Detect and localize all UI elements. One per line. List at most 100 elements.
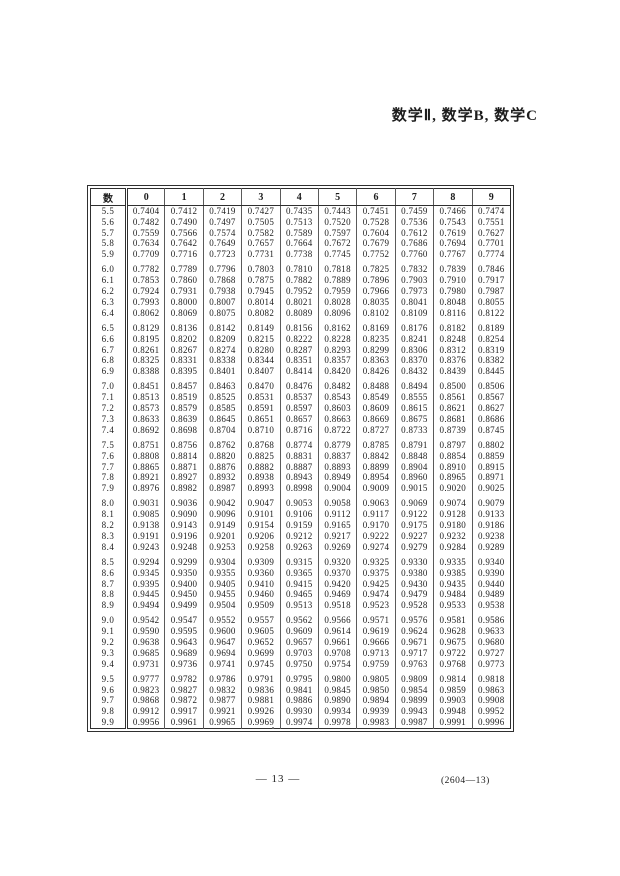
log-value-cell: 0.9750 [279, 658, 319, 670]
log-value-cell: 0.8048 [433, 296, 473, 308]
log-value-cell: 0.7910 [433, 275, 473, 287]
row-label: 7.8 [90, 472, 128, 484]
table-row: 9.5 0.9777 0.9782 0.9786 0.9791 0.9795 0.9800 0… [90, 669, 511, 685]
log-value-cell: 0.8445 [471, 366, 511, 377]
log-value-cell: 0.9547 [164, 610, 204, 627]
log-value-cell: 0.8319 [471, 344, 511, 356]
table-row: 7.5 0.8751 0.8756 0.8762 0.8768 0.8774 0.8779 0… [90, 435, 511, 451]
log-value-cell: 0.9727 [471, 647, 511, 659]
log-value-cell: 0.7513 [279, 216, 319, 228]
log-value-cell: 0.8837 [317, 450, 357, 462]
log-value-cell: 0.8669 [356, 413, 396, 425]
row-label: 8.4 [90, 541, 128, 553]
log-value-cell: 0.9289 [471, 541, 511, 553]
log-value-cell: 0.9212 [279, 530, 319, 542]
log-value-cell: 0.9930 [279, 706, 319, 718]
log-value-cell: 0.7846 [471, 259, 511, 276]
column-header: 7 [394, 188, 434, 206]
log-value-cell: 0.9823 [125, 684, 165, 696]
log-value-cell: 0.9325 [356, 552, 396, 568]
log-value-cell: 0.9274 [356, 541, 396, 553]
log-value-cell: 0.8370 [394, 355, 434, 367]
log-value-cell: 0.8893 [317, 461, 357, 473]
log-value-cell: 0.9180 [433, 520, 473, 531]
log-value-cell: 0.9845 [317, 684, 357, 696]
log-value-cell: 0.9079 [471, 493, 511, 510]
log-value-cell: 0.8987 [202, 483, 242, 494]
log-value-cell: 0.9375 [356, 567, 396, 579]
log-value-cell: 0.9978 [317, 717, 357, 729]
log-value-cell: 0.7782 [125, 259, 165, 276]
log-value-cell: 0.7686 [394, 238, 434, 250]
log-value-cell: 0.8651 [241, 413, 281, 425]
log-value-cell: 0.7810 [279, 259, 319, 276]
log-value-cell: 0.8865 [125, 461, 165, 473]
log-value-cell: 0.9699 [241, 647, 281, 659]
table-row: 8.4 0.9243 0.9248 0.9253 0.9258 0.9263 0.9269 0… [90, 541, 511, 553]
log-value-cell: 0.9484 [433, 589, 473, 601]
log-value-cell: 0.8965 [433, 472, 473, 484]
table-row: 6.2 0.7924 0.7931 0.7938 0.7945 0.7952 0.7959 0… [90, 286, 511, 297]
log-value-cell: 0.9600 [202, 626, 242, 637]
row-label: 9.2 [90, 636, 128, 648]
log-value-cell: 0.8116 [433, 307, 473, 319]
log-value-cell: 0.9345 [125, 567, 165, 579]
column-header: 4 [279, 188, 319, 206]
log-value-cell: 0.9106 [279, 509, 319, 521]
log-value-cell: 0.8122 [471, 307, 511, 319]
log-value-cell: 0.8287 [279, 344, 319, 356]
log-value-cell: 0.9894 [356, 695, 396, 707]
log-value-cell: 0.8704 [202, 424, 242, 436]
row-label: 7.1 [90, 392, 128, 404]
table-row: 8.9 0.9494 0.9499 0.9504 0.9509 0.9513 0.9518 0… [90, 600, 511, 611]
log-value-cell: 0.8525 [202, 392, 242, 404]
table-row: 5.5 0.7404 0.7412 0.7419 0.7427 0.7435 0.7443 0… [90, 205, 511, 217]
log-value-cell: 0.8579 [164, 403, 204, 414]
table-row: 9.8 0.9912 0.9917 0.9921 0.9926 0.9930 0.9934 0… [90, 706, 511, 718]
log-value-cell: 0.9863 [471, 684, 511, 696]
log-value-cell: 0.8971 [471, 472, 511, 484]
log-value-cell: 0.7612 [394, 227, 434, 239]
log-value-cell: 0.8820 [202, 450, 242, 462]
log-value-cell: 0.9053 [279, 493, 319, 510]
row-label: 5.5 [90, 205, 128, 217]
row-label: 7.6 [90, 450, 128, 462]
log-value-cell: 0.9031 [125, 493, 165, 510]
log-value-cell: 0.9566 [317, 610, 357, 627]
log-value-cell: 0.7818 [317, 259, 357, 276]
log-value-cell: 0.9350 [164, 567, 204, 579]
log-value-cell: 0.9206 [241, 530, 281, 542]
log-value-cell: 0.8401 [202, 366, 242, 377]
log-value-cell: 0.9405 [202, 578, 242, 590]
log-value-cell: 0.9217 [317, 530, 357, 542]
log-value-cell: 0.8506 [471, 376, 511, 393]
log-value-cell: 0.9881 [241, 695, 281, 707]
table-row: 7.2 0.8573 0.8579 0.8585 0.8591 0.8597 0.8603 0… [90, 403, 511, 414]
row-label: 6.4 [90, 307, 128, 319]
row-label: 7.5 [90, 435, 128, 451]
log-value-cell: 0.9238 [471, 530, 511, 542]
log-value-cell: 0.9671 [394, 636, 434, 648]
log-value-cell: 0.7443 [317, 205, 357, 217]
log-value-cell: 0.7664 [279, 238, 319, 250]
log-value-cell: 0.7789 [164, 259, 204, 276]
log-value-cell: 0.9395 [125, 578, 165, 590]
log-value-cell: 0.8035 [356, 296, 396, 308]
table-row: 7.0 0.8451 0.8457 0.8463 0.8470 0.8476 0.8482 0… [90, 376, 511, 393]
log-value-cell: 0.8785 [356, 435, 396, 451]
log-value-cell: 0.8615 [394, 403, 434, 414]
document-code: (2604—13) [441, 776, 490, 786]
row-label: 7.0 [90, 376, 128, 393]
log-value-cell: 0.8639 [164, 413, 204, 425]
log-value-cell: 0.8954 [356, 472, 396, 484]
log-value-cell: 0.9465 [279, 589, 319, 601]
corner-header-cell: 数 [90, 188, 128, 206]
log-value-cell: 0.9400 [164, 578, 204, 590]
log-value-cell: 0.8808 [125, 450, 165, 462]
log-value-cell: 0.8859 [471, 450, 511, 462]
log-value-cell: 0.8395 [164, 366, 204, 377]
log-value-cell: 0.9085 [125, 509, 165, 521]
log-value-cell: 0.9722 [433, 647, 473, 659]
stray-dot [272, 727, 274, 729]
